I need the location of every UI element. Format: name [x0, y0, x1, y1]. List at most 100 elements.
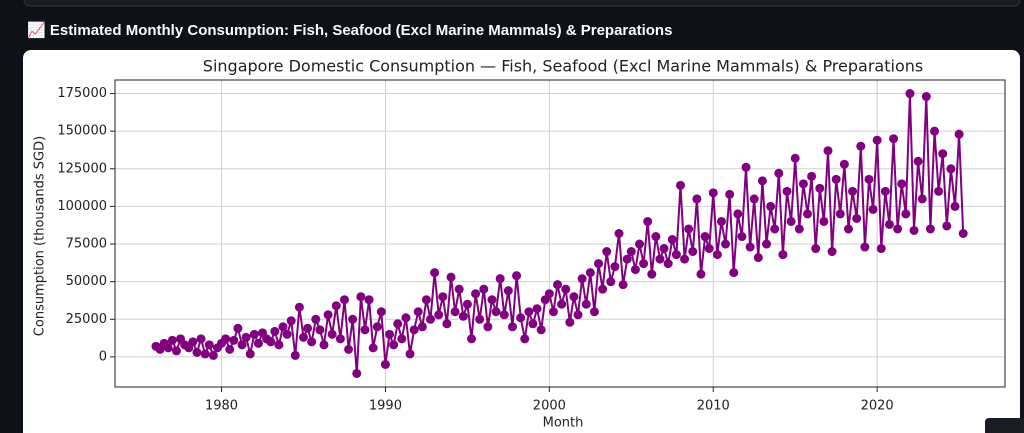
- data-point: [446, 272, 456, 282]
- data-point: [675, 180, 685, 190]
- data-point: [421, 295, 431, 305]
- data-point: [651, 232, 661, 242]
- data-point: [663, 259, 673, 269]
- x-axis-label: Month: [543, 416, 584, 431]
- data-point: [368, 343, 378, 353]
- data-point: [294, 302, 304, 312]
- data-point: [339, 295, 349, 305]
- data-point: [466, 334, 476, 344]
- data-point: [721, 239, 731, 249]
- data-point: [655, 254, 665, 264]
- data-point: [483, 322, 493, 332]
- data-point: [786, 216, 796, 226]
- data-point: [872, 135, 882, 145]
- x-tick-label: 2000: [533, 399, 566, 414]
- data-point: [241, 332, 251, 342]
- data-point: [741, 162, 751, 172]
- data-point: [770, 224, 780, 234]
- data-point: [737, 232, 747, 242]
- data-point: [618, 280, 628, 290]
- data-point: [385, 329, 395, 339]
- data-point: [270, 326, 280, 336]
- data-point: [438, 292, 448, 302]
- data-point: [753, 253, 763, 263]
- data-point: [389, 340, 399, 350]
- data-point: [315, 325, 325, 335]
- y-tick-label: 0: [99, 349, 107, 364]
- data-point: [380, 359, 390, 369]
- data-point: [282, 329, 292, 339]
- data-point: [639, 259, 649, 269]
- data-point: [614, 229, 624, 238]
- top-input: [23, 0, 1021, 7]
- data-point: [946, 164, 956, 174]
- data-point: [171, 346, 181, 356]
- plot-frame: [114, 79, 1006, 388]
- data-point: [303, 323, 313, 333]
- data-point: [577, 274, 587, 284]
- data-point: [671, 250, 681, 260]
- data-point: [905, 89, 915, 99]
- data-point: [430, 268, 440, 278]
- data-point: [823, 146, 833, 156]
- data-point: [790, 153, 800, 163]
- data-point: [622, 254, 632, 264]
- data-point: [573, 310, 583, 320]
- data-point: [934, 186, 944, 196]
- data-point: [348, 314, 358, 324]
- data-point: [692, 194, 702, 204]
- data-point: [860, 242, 870, 252]
- data-point: [405, 349, 415, 359]
- data-point: [487, 295, 497, 305]
- data-point: [827, 247, 837, 257]
- y-tick-label: 50000: [66, 274, 107, 289]
- data-point: [889, 134, 899, 144]
- data-point: [561, 284, 571, 294]
- data-point: [311, 314, 321, 324]
- data-point: [233, 323, 243, 333]
- data-point: [610, 262, 620, 272]
- x-tick-label: 2010: [697, 399, 730, 414]
- data-point: [376, 307, 386, 317]
- data-point: [667, 235, 677, 245]
- data-point: [782, 186, 792, 196]
- data-point: [298, 332, 308, 342]
- data-point: [454, 284, 464, 294]
- data-point: [626, 247, 636, 257]
- data-point: [167, 335, 177, 345]
- data-point: [352, 368, 362, 378]
- data-point: [925, 224, 935, 234]
- data-point: [745, 242, 755, 252]
- data-point: [848, 186, 858, 196]
- data-point: [192, 347, 202, 357]
- data-point: [462, 299, 472, 309]
- data-point: [229, 335, 239, 345]
- corner-widget: [985, 418, 1024, 433]
- data-point: [913, 156, 923, 166]
- data-point: [807, 171, 817, 181]
- data-point: [360, 325, 370, 335]
- data-point: [589, 307, 599, 317]
- data-point: [680, 254, 690, 264]
- data-point: [831, 174, 841, 184]
- data-point: [471, 289, 481, 299]
- data-point: [249, 329, 259, 339]
- data-point: [544, 289, 554, 299]
- y-tick-label: 25000: [66, 312, 107, 327]
- data-point: [864, 174, 874, 184]
- data-point: [880, 186, 890, 196]
- data-point: [344, 344, 354, 354]
- data-point: [950, 201, 960, 211]
- data-point: [495, 274, 505, 284]
- data-point: [475, 314, 485, 324]
- data-point: [188, 337, 198, 347]
- data-point: [917, 194, 927, 204]
- data-point: [204, 340, 214, 350]
- data-point: [942, 221, 952, 231]
- y-tick-label: 100000: [57, 199, 107, 214]
- data-point: [516, 313, 526, 323]
- data-point: [958, 229, 968, 238]
- data-point: [794, 224, 804, 234]
- data-point: [397, 334, 407, 344]
- data-point: [356, 292, 366, 302]
